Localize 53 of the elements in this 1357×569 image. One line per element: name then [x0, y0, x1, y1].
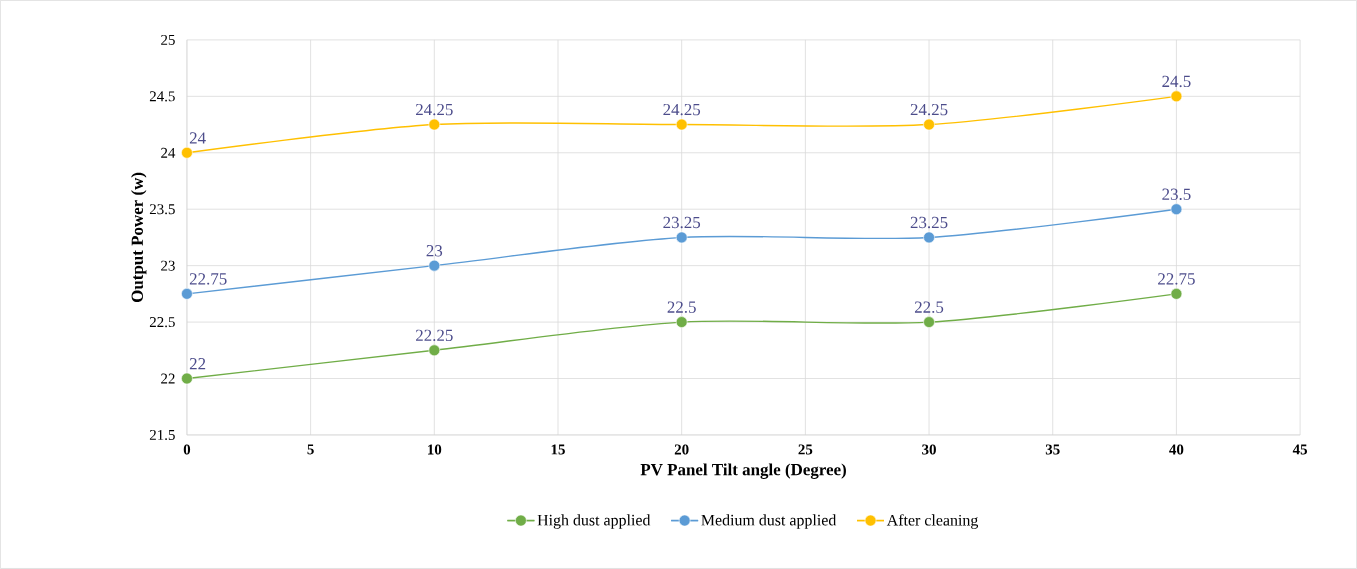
y-tick-label: 23.5	[149, 204, 175, 215]
point	[1170, 203, 1183, 216]
y-tick-label: 25	[161, 34, 175, 45]
legend-label: Medium dust applied	[701, 514, 837, 529]
y-tick-label: 24.5	[149, 91, 175, 102]
data-label: 24	[189, 132, 206, 144]
legend-label: After cleaning	[886, 514, 979, 529]
data-label: 22.5	[914, 301, 944, 313]
data-label: 23.5	[1162, 188, 1191, 201]
x-tick-label: 40	[1169, 444, 1184, 455]
x-tick-label: 45	[1292, 444, 1308, 455]
data-label: 24.25	[416, 103, 453, 116]
point	[181, 288, 193, 300]
point	[428, 259, 441, 272]
data-label: 23	[426, 245, 443, 257]
y-tick-label: 22.5	[149, 317, 175, 328]
x-tick-label: 30	[922, 444, 936, 455]
data-label: 23.25	[663, 216, 701, 229]
data-label: 22.5	[667, 301, 696, 313]
point	[428, 344, 441, 357]
legend-label: High dust applied	[537, 514, 651, 529]
point	[675, 231, 688, 244]
point	[181, 372, 193, 385]
data-label: 24.25	[910, 103, 948, 116]
data-label: 22	[189, 358, 206, 370]
data-label: 24.5	[1162, 75, 1191, 88]
point	[181, 147, 193, 159]
data-label: 24.25	[663, 103, 701, 116]
point	[923, 316, 935, 328]
y-axis-title: Output Power (w)	[131, 172, 147, 303]
point	[1170, 288, 1183, 300]
y-tick-label: 21.5	[149, 429, 175, 441]
data-label: 22.75	[189, 273, 227, 285]
point	[923, 118, 935, 131]
x-tick-label: 20	[674, 444, 689, 455]
data-label: 23.25	[910, 216, 948, 229]
point	[428, 118, 441, 131]
x-tick-label: 0	[183, 444, 191, 455]
data-label: 22.25	[416, 329, 453, 342]
point	[675, 118, 688, 131]
x-tick-label: 10	[428, 444, 442, 455]
x-tick-label: 35	[1045, 444, 1060, 455]
data-label: 22.75	[1158, 273, 1195, 285]
x-tick-label: 15	[551, 444, 565, 455]
x-tick-label: 5	[307, 444, 314, 455]
y-tick-label: 22	[161, 373, 175, 384]
x-axis-title: PV Panel Tilt angle (Degree)	[640, 463, 846, 479]
point	[675, 316, 688, 328]
x-tick-label: 25	[798, 444, 813, 455]
y-tick-label: 24	[161, 147, 176, 158]
y-tick-label: 23	[161, 260, 175, 271]
point	[1170, 90, 1183, 103]
point	[923, 231, 935, 244]
